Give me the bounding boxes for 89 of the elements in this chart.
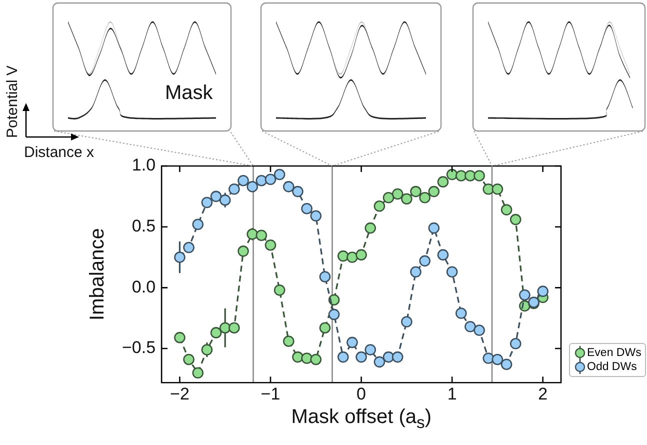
point [337,351,349,363]
text: Potential V [4,65,21,138]
point [401,193,412,205]
point [464,320,476,332]
y-tick-label: 0.0 [132,277,156,296]
point [346,336,358,348]
point [228,322,240,334]
legend-label: Odd DWs [587,360,637,373]
point [192,367,204,379]
point [283,336,294,347]
point [510,338,522,350]
x-tick-label: 2 [538,384,548,404]
point [246,181,258,192]
point [374,200,386,212]
point [256,230,268,242]
point [201,196,213,208]
point [192,218,204,230]
point [356,351,367,363]
point [464,170,476,182]
x-tick-label: −1 [260,384,280,404]
point [319,322,331,334]
point [410,186,422,198]
point [455,170,467,182]
point [219,322,231,334]
point [492,354,504,366]
point [319,271,331,282]
point [392,351,404,363]
x-axis-title: Mask offset (a$_{s}$) [291,406,432,433]
point [437,249,449,260]
point [474,170,485,182]
point [364,222,376,234]
point [292,186,304,198]
point [174,252,186,263]
point [328,308,340,320]
point [364,344,376,356]
y-axis-title: Imbalance [86,228,109,320]
point [428,222,440,234]
point [392,188,404,200]
text: Mask [165,82,213,105]
point [183,242,194,254]
point [474,324,485,336]
point [446,266,458,278]
point [519,289,530,301]
point [210,327,222,338]
x-tick-label: −2 [170,384,190,404]
point [337,250,349,262]
point [292,351,304,363]
point [500,358,512,370]
point [301,352,312,364]
point [238,174,249,186]
point [401,316,412,328]
point [346,252,358,263]
point [183,354,194,366]
point [174,332,186,344]
point [246,228,258,240]
point [410,266,422,278]
point [510,214,522,226]
point [455,308,467,319]
point [301,202,312,214]
point [482,183,494,195]
y-tick-label: −0.5 [122,338,156,358]
point [264,174,276,186]
y-tick-label: 0.5 [132,216,156,236]
point [256,174,268,186]
point [356,249,367,260]
x-tick-label: 1 [447,384,457,404]
point [219,194,231,206]
point [283,181,294,192]
point [274,168,286,180]
point [228,183,240,195]
point [274,284,286,296]
point [500,204,512,216]
legend-label: Even DWs [587,346,642,359]
point [310,210,322,222]
point [419,255,430,267]
point [310,354,322,366]
point [428,186,440,198]
point [382,192,394,204]
point [482,352,494,364]
point [201,344,213,356]
point [374,356,386,368]
point [419,192,430,204]
point [210,190,222,202]
point [537,286,548,297]
point [264,239,276,251]
x-tick-label: 0 [356,384,366,404]
point [238,246,249,257]
point [492,183,504,195]
point [437,176,449,188]
